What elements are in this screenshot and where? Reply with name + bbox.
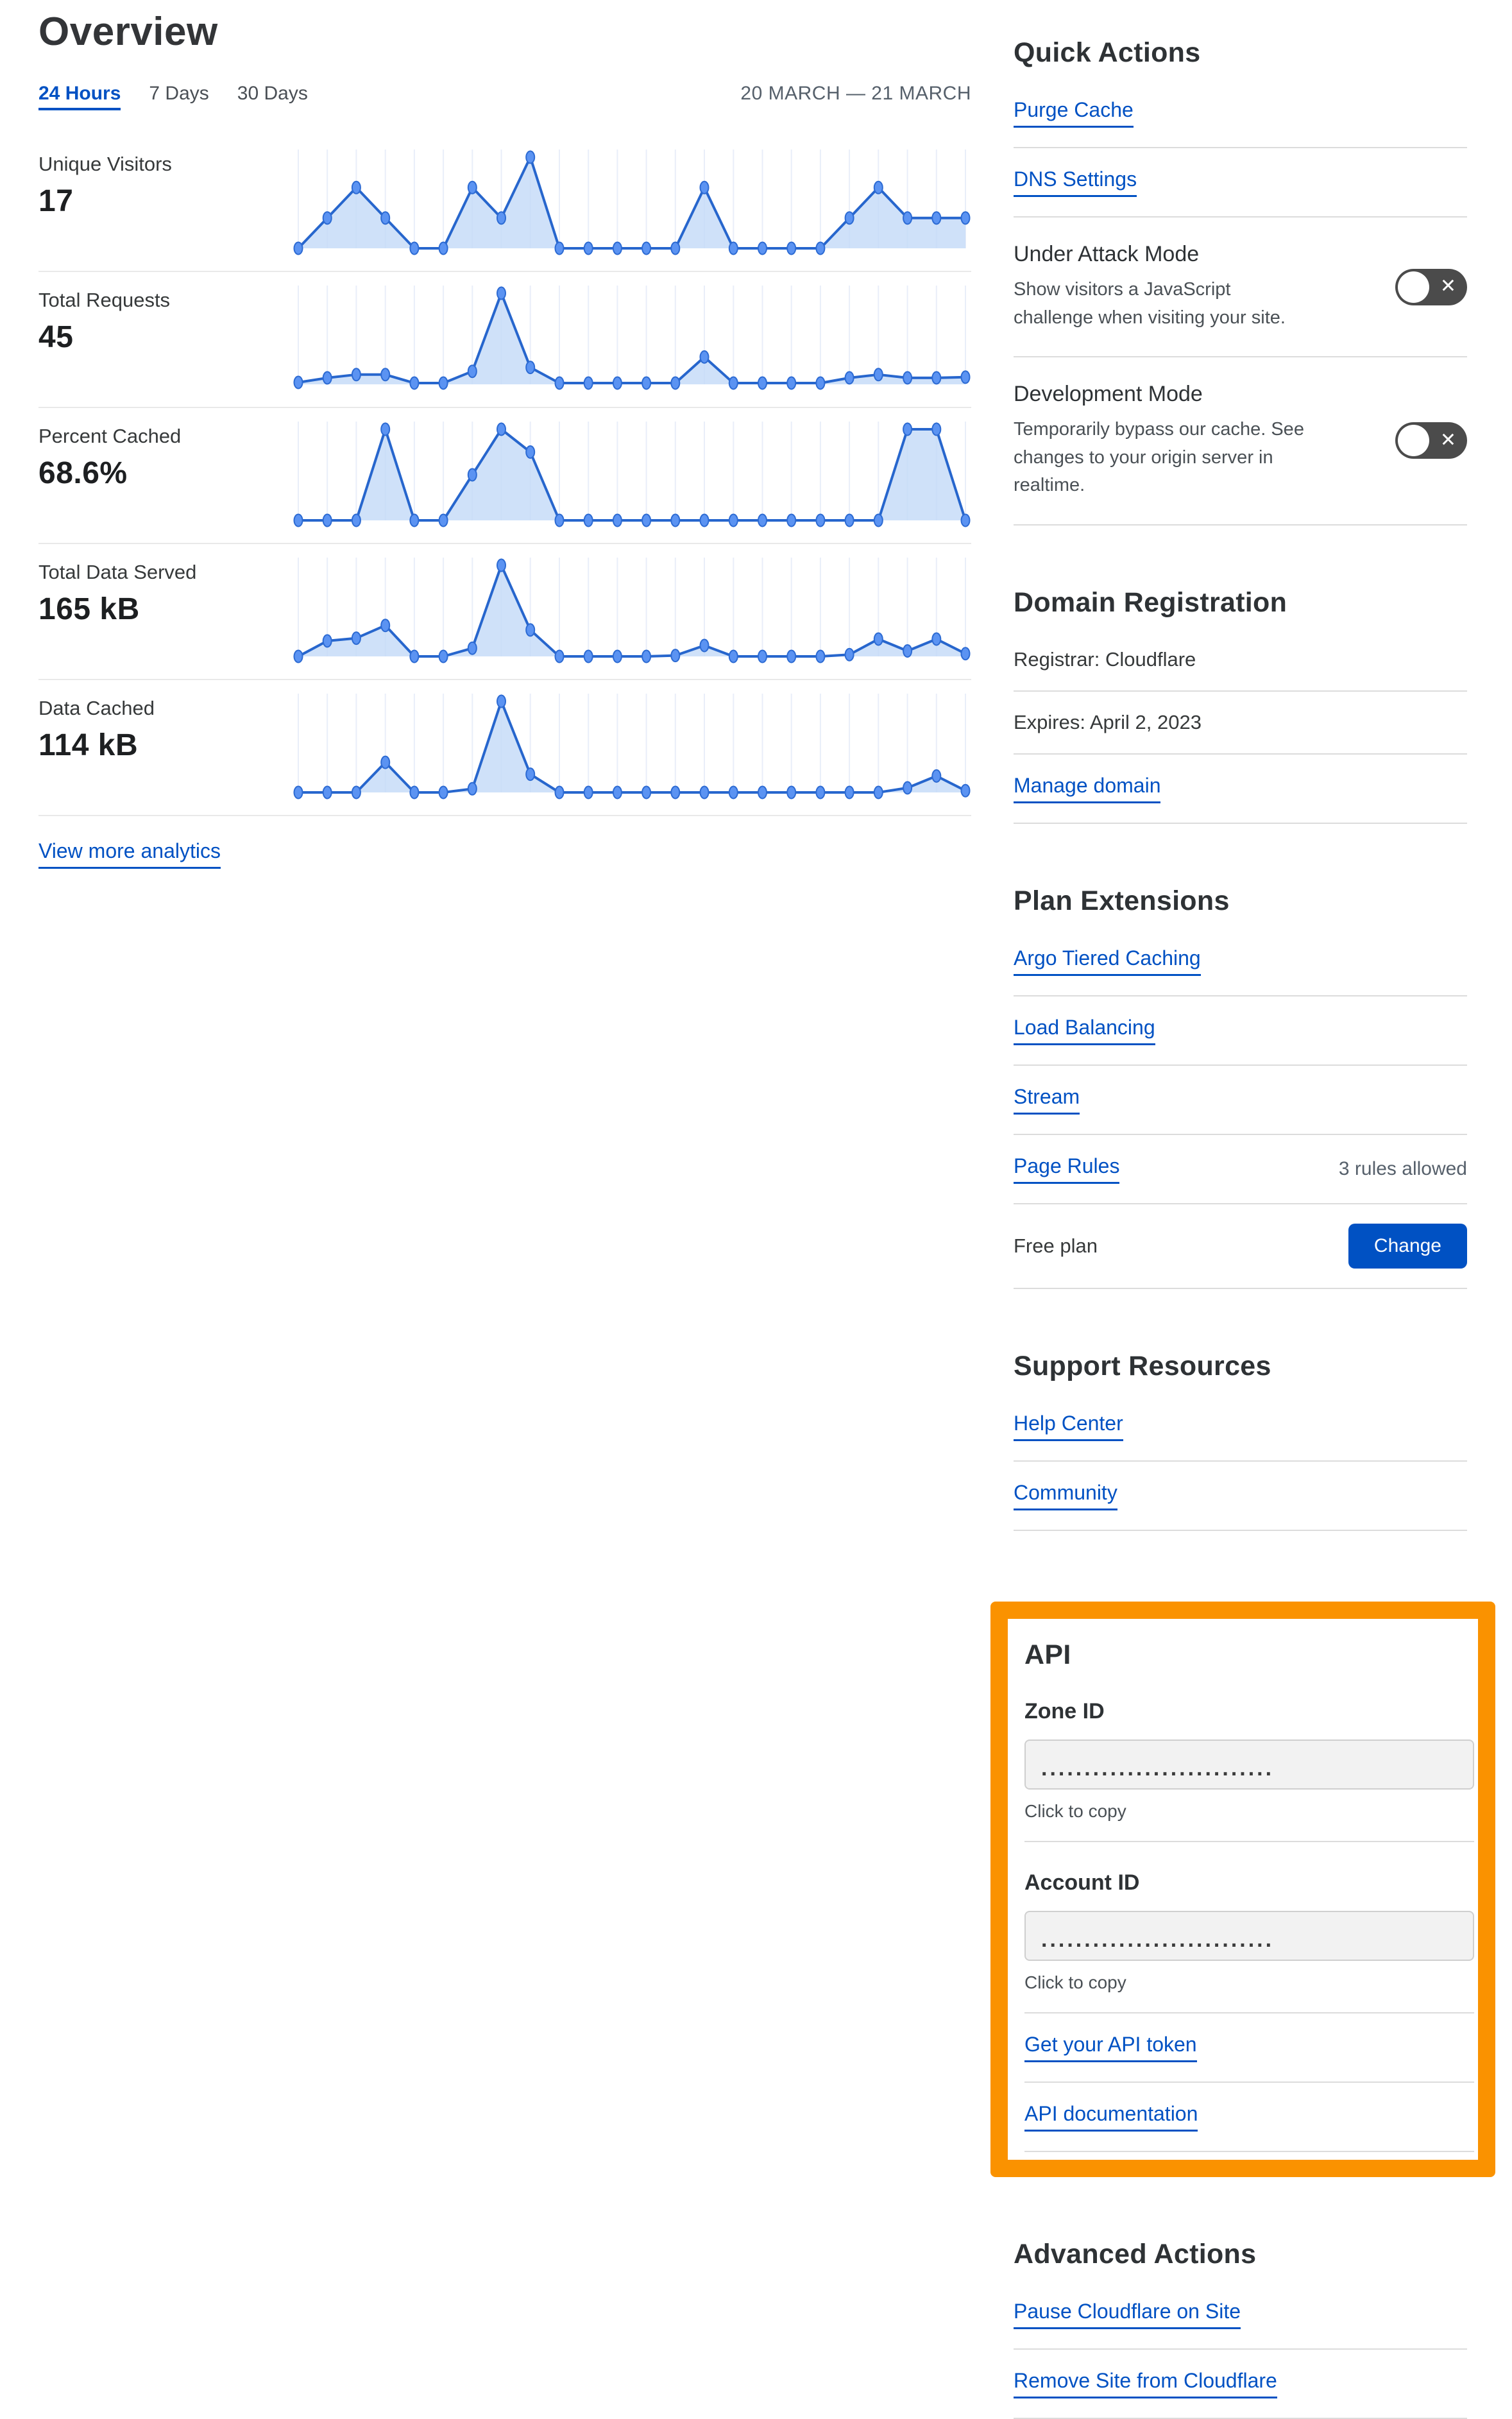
page-rules-link[interactable]: Page Rules [1014, 1154, 1120, 1184]
chart-value: 68.6% [38, 456, 128, 490]
under-attack-mode-toggle[interactable]: ✕ [1395, 268, 1467, 305]
time-range-tabs: 24 Hours 7 Days 30 Days 20 MARCH — 21 MA… [38, 83, 971, 110]
pause-cloudflare-link[interactable]: Pause Cloudflare on Site [1014, 2300, 1241, 2329]
list-item: Stream [1014, 1066, 1467, 1135]
chart-value: 45 [38, 320, 74, 354]
support-resources-heading: Support Resources [1014, 1350, 1271, 1381]
plan-extensions-heading: Plan Extensions [1014, 885, 1230, 916]
list-item: API documentation [1024, 2083, 1474, 2152]
date-range-label: 20 MARCH — 21 MARCH [740, 83, 971, 104]
list-item: Remove Site from Cloudflare [1014, 2350, 1467, 2419]
tab-24-hours[interactable]: 24 Hours [38, 83, 121, 110]
domain-registration-heading: Domain Registration [1014, 586, 1287, 618]
remove-site-link[interactable]: Remove Site from Cloudflare [1014, 2369, 1277, 2398]
account-id-copy-hint: Click to copy [1024, 1972, 1474, 2013]
chart-row-total-requests: Total Requests 45 [38, 272, 971, 408]
account-id-field[interactable]: ........................... [1024, 1910, 1474, 1961]
current-plan-label: Free plan [1014, 1234, 1098, 1257]
api-heading: API [1024, 1639, 1071, 1670]
account-id-label: Account ID [1024, 1870, 1140, 1895]
list-item: Load Balancing [1014, 996, 1467, 1066]
quick-actions-heading: Quick Actions [1014, 37, 1201, 68]
chart-row-unique-visitors: Unique Visitors 17 [38, 136, 971, 272]
chart-row-data-cached: Data Cached 114 kB [38, 680, 971, 816]
chart-plot [293, 272, 971, 407]
chart-meta: Percent Cached 68.6% [38, 408, 293, 543]
under-attack-mode-description: Show visitors a JavaScript challenge whe… [1014, 279, 1286, 328]
api-documentation-link[interactable]: API documentation [1024, 2102, 1198, 2132]
chart-label: Data Cached [38, 697, 155, 719]
get-api-token-link[interactable]: Get your API token [1024, 2033, 1197, 2062]
toggle-off-x-icon: ✕ [1440, 275, 1456, 297]
zone-id-copy-hint: Click to copy [1024, 1801, 1474, 1842]
tab-7-days[interactable]: 7 Days [149, 83, 209, 104]
development-mode-description: Temporarily bypass our cache. See change… [1014, 419, 1304, 495]
chart-plot [293, 680, 971, 815]
page-rules-row: Page Rules 3 rules allowed [1014, 1135, 1467, 1204]
view-more-analytics-link[interactable]: View more analytics [38, 839, 221, 869]
registrar-value: Registrar: Cloudflare [1014, 647, 1196, 671]
load-balancing-link[interactable]: Load Balancing [1014, 1016, 1155, 1045]
argo-tiered-caching-link[interactable]: Argo Tiered Caching [1014, 946, 1201, 976]
api-section-highlighted: API Zone ID ........................... … [990, 1601, 1495, 2177]
stream-link[interactable]: Stream [1014, 1085, 1080, 1115]
toggle-knob [1398, 271, 1429, 303]
chart-meta: Data Cached 114 kB [38, 680, 293, 815]
development-mode-row: Development Mode Temporarily bypass our … [1014, 357, 1467, 526]
list-item: Purge Cache [1014, 79, 1467, 148]
zone-id-label: Zone ID [1024, 1698, 1105, 1723]
zone-id-field[interactable]: ........................... [1024, 1739, 1474, 1790]
community-link[interactable]: Community [1014, 1481, 1117, 1510]
sidebar-column: Quick Actions Purge Cache DNS Settings U… [990, 0, 1495, 2419]
chart-label: Total Requests [38, 289, 171, 311]
dns-settings-link[interactable]: DNS Settings [1014, 167, 1137, 197]
list-item: Get your API token [1024, 2013, 1474, 2083]
help-center-link[interactable]: Help Center [1014, 1412, 1123, 1441]
list-item: Help Center [1014, 1392, 1467, 1462]
chart-meta: Total Requests 45 [38, 272, 293, 407]
analytics-column: Overview 24 Hours 7 Days 30 Days 20 MARC… [38, 0, 971, 2419]
list-item: DNS Settings [1014, 148, 1467, 218]
chart-meta: Unique Visitors 17 [38, 136, 293, 271]
chart-plot [293, 408, 971, 543]
under-attack-mode-label: Under Attack Mode [1014, 242, 1200, 266]
chart-value: 165 kB [38, 592, 140, 626]
toggle-knob [1398, 425, 1429, 457]
chart-label: Unique Visitors [38, 153, 172, 175]
chart-plot [293, 544, 971, 679]
page-rules-allowance: 3 rules allowed [1338, 1158, 1467, 1179]
chart-label: Percent Cached [38, 425, 182, 447]
chart-meta: Total Data Served 165 kB [38, 544, 293, 679]
development-mode-toggle[interactable]: ✕ [1395, 422, 1467, 459]
chart-row-percent-cached: Percent Cached 68.6% [38, 408, 971, 544]
manage-domain-link[interactable]: Manage domain [1014, 774, 1161, 803]
tab-30-days[interactable]: 30 Days [237, 83, 308, 104]
plan-row: Free plan Change [1014, 1204, 1467, 1289]
list-item: Argo Tiered Caching [1014, 927, 1467, 996]
toggle-off-x-icon: ✕ [1440, 429, 1456, 451]
chart-plot [293, 136, 971, 271]
development-mode-label: Development Mode [1014, 382, 1203, 406]
chart-row-total-data-served: Total Data Served 165 kB [38, 544, 971, 680]
expires-row: Expires: April 2, 2023 [1014, 692, 1467, 755]
list-item: Manage domain [1014, 755, 1467, 824]
expires-value: Expires: April 2, 2023 [1014, 710, 1202, 733]
list-item: Pause Cloudflare on Site [1014, 2280, 1467, 2350]
purge-cache-link[interactable]: Purge Cache [1014, 98, 1134, 128]
chart-label: Total Data Served [38, 561, 197, 583]
under-attack-mode-row: Under Attack Mode Show visitors a JavaSc… [1014, 218, 1467, 357]
chart-value: 114 kB [38, 728, 139, 762]
advanced-actions-heading: Advanced Actions [1014, 2238, 1257, 2269]
chart-value: 17 [38, 184, 74, 218]
change-plan-button[interactable]: Change [1348, 1223, 1467, 1269]
list-item: Community [1014, 1462, 1467, 1531]
charts: Unique Visitors 17 Total Requests 45 Percent… [38, 136, 971, 816]
page-title: Overview [38, 10, 218, 54]
registrar-row: Registrar: Cloudflare [1014, 629, 1467, 692]
